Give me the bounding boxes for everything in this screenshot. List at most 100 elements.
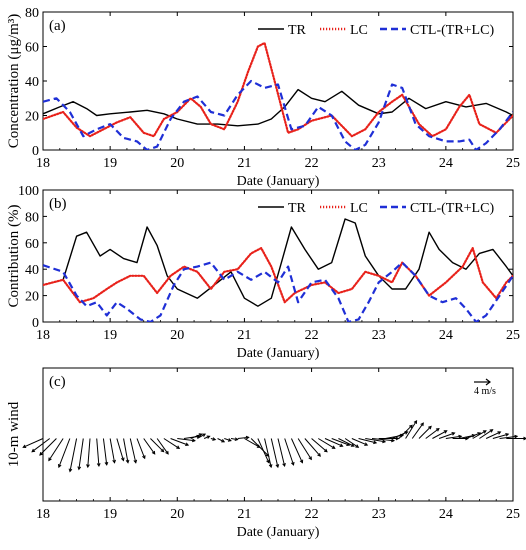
panel-b-y-axis-label: Contribution (%) [6,205,22,308]
panel-c-wind-vector-head [282,462,286,468]
panel-b-x-tick-label: 25 [506,328,520,343]
panel-b-x-tick-label: 20 [170,328,184,343]
panel-c-wind-vector [492,433,509,439]
panel-b-series-line-2 [43,261,513,322]
panel-c-wind-vector [183,435,200,439]
panel-c-wind-vector [109,438,116,463]
panel-c-wind-vector [197,433,206,439]
panel-c-wind-vector-head [142,455,146,460]
panel-c-wind-vector-head [275,464,280,469]
panel-c-wind-vector [425,428,440,439]
panel-a-y-tick-label: 60 [25,41,39,56]
panel-c-wind-vector-head [227,438,232,442]
panel-c-wind-vector-head [465,436,470,441]
panel-c-wind-vector [304,438,321,457]
panel-a-x-tick-label: 25 [506,156,520,171]
panel-c-x-axis-label: Date (January) [237,525,320,540]
panel-c-wind-vector [438,432,455,439]
panel-c-wind-vector [338,438,355,447]
panel-b-x-tick-label: 19 [103,328,117,343]
panel-a-legend-label-2: CTL-(TR+LC) [410,23,494,38]
panel-a-x-tick-label: 20 [170,156,184,171]
panel-c-wind-vector-head [382,439,387,444]
panel-c-wind-vector [190,433,202,439]
panel-b-y-tick-label: 80 [25,210,39,225]
panel-c-wind-vector-head [96,463,101,468]
panel-c-wind-vector-head [435,427,440,432]
panel-a-legend-label-0: TR [288,23,307,38]
panel-c-wind-vector-head [22,444,27,449]
panel-c-wind-vector [318,438,336,449]
panel-c-wind-vector [96,438,100,467]
panel-c-wind-vector [465,432,481,439]
panel-c-wind-vector-head [176,445,181,449]
panel-c-wind-vector [177,438,195,442]
panel-c-x-tick-label: 23 [372,507,386,522]
panel-b-plot-area [43,218,513,322]
panel-c-wind-vector [445,435,462,439]
panel-c-wind-vector [264,438,272,468]
panel-c-wind-vector [371,438,395,442]
panel-b-y-tick-label: 60 [25,237,39,252]
panel-a-y-tick-label: 20 [25,110,39,125]
panel-c-wind-vector-head [331,445,336,449]
panel-c-wind-vector [156,438,169,455]
panel-c-wind-vector [116,438,124,461]
panel-c-wind-vector [365,438,386,443]
panel-c-wind-vector [432,430,447,439]
panel-b-y-tick-label: 100 [18,184,39,199]
panel-c-wind-vector-head [86,464,90,469]
panel-b-legend-label-1: LC [350,201,368,216]
panel-c-wind-vector-head [185,442,190,447]
panel-b-legend-label-2: CTL-(TR+LC) [410,201,494,216]
panel-c-wind-vector [277,438,286,467]
panel-a-series-line-2 [43,79,513,150]
panel-c-wind-vector [290,438,303,463]
panel-a-x-tick-label: 22 [305,156,319,171]
panel-a-y-tick-label: 40 [25,75,39,90]
panel-c-x-tick-label: 21 [237,507,251,522]
panel-c-x-tick-label: 19 [103,507,117,522]
panel-c-wind-vector-head [206,435,211,439]
panel-c-wind-vector [163,438,180,449]
panel-c-x-tick-label: 24 [439,507,453,522]
panel-c-wind-vector-head [160,448,165,453]
panel-c-wind-vector-head [266,459,270,464]
panel-c-wind-vector [499,435,518,439]
panel-c-frame [42,367,514,502]
panel-a-x-tick-label: 21 [237,156,251,171]
panel-c-wind-vector-head [245,435,250,440]
panel-a-label: (a) [49,18,66,34]
panel-c-wind-vector [297,438,312,460]
panel-c-wind-vector [385,434,404,439]
panel-c-wind-vector [358,438,377,444]
panel-c-wind-vector-head [221,439,226,443]
panel-c-wind-vector [69,438,78,472]
panel-c-wind-vector [150,438,164,453]
panel-c-reference-vector-label: 4 m/s [474,386,496,397]
panel-b-series-line-0 [43,218,513,307]
panel-a-y-axis-label: Concentration (μg/m³) [6,14,22,149]
panel-c-wind-vector-head [355,444,360,448]
panel-c-wind-vector [170,438,189,446]
panel-c-wind-vector [217,438,225,443]
panel-c-wind-vector-head [77,466,82,471]
panel-c-wind-vector-head [299,459,304,464]
panel-c-wind-vector-head [497,431,502,435]
panel-c-wind-vector-head [409,424,413,429]
panel-c-wind-vector-head [395,436,400,441]
panel-c-wind-vector-head [104,461,109,466]
panel-c-wind-vector [472,430,487,439]
panel-c-wind-vector-head [39,451,43,456]
panel-c-y-axis-label: 10-m wind [6,401,22,467]
panel-c-label: (c) [49,374,66,390]
panel-c-wind-vector-head [373,440,378,445]
panel-a-series-line-1 [43,41,513,138]
panel-c-wind-vector [398,424,413,439]
panel-c-wind-vector [479,429,493,439]
panel-c-wind-vector [284,438,294,466]
panel-c-wind-vector-head [165,450,169,455]
panel-c-wind-vector [224,438,232,442]
panel-c-wind-vector-head [133,459,138,464]
panel-c-wind-vector-head [413,420,418,424]
